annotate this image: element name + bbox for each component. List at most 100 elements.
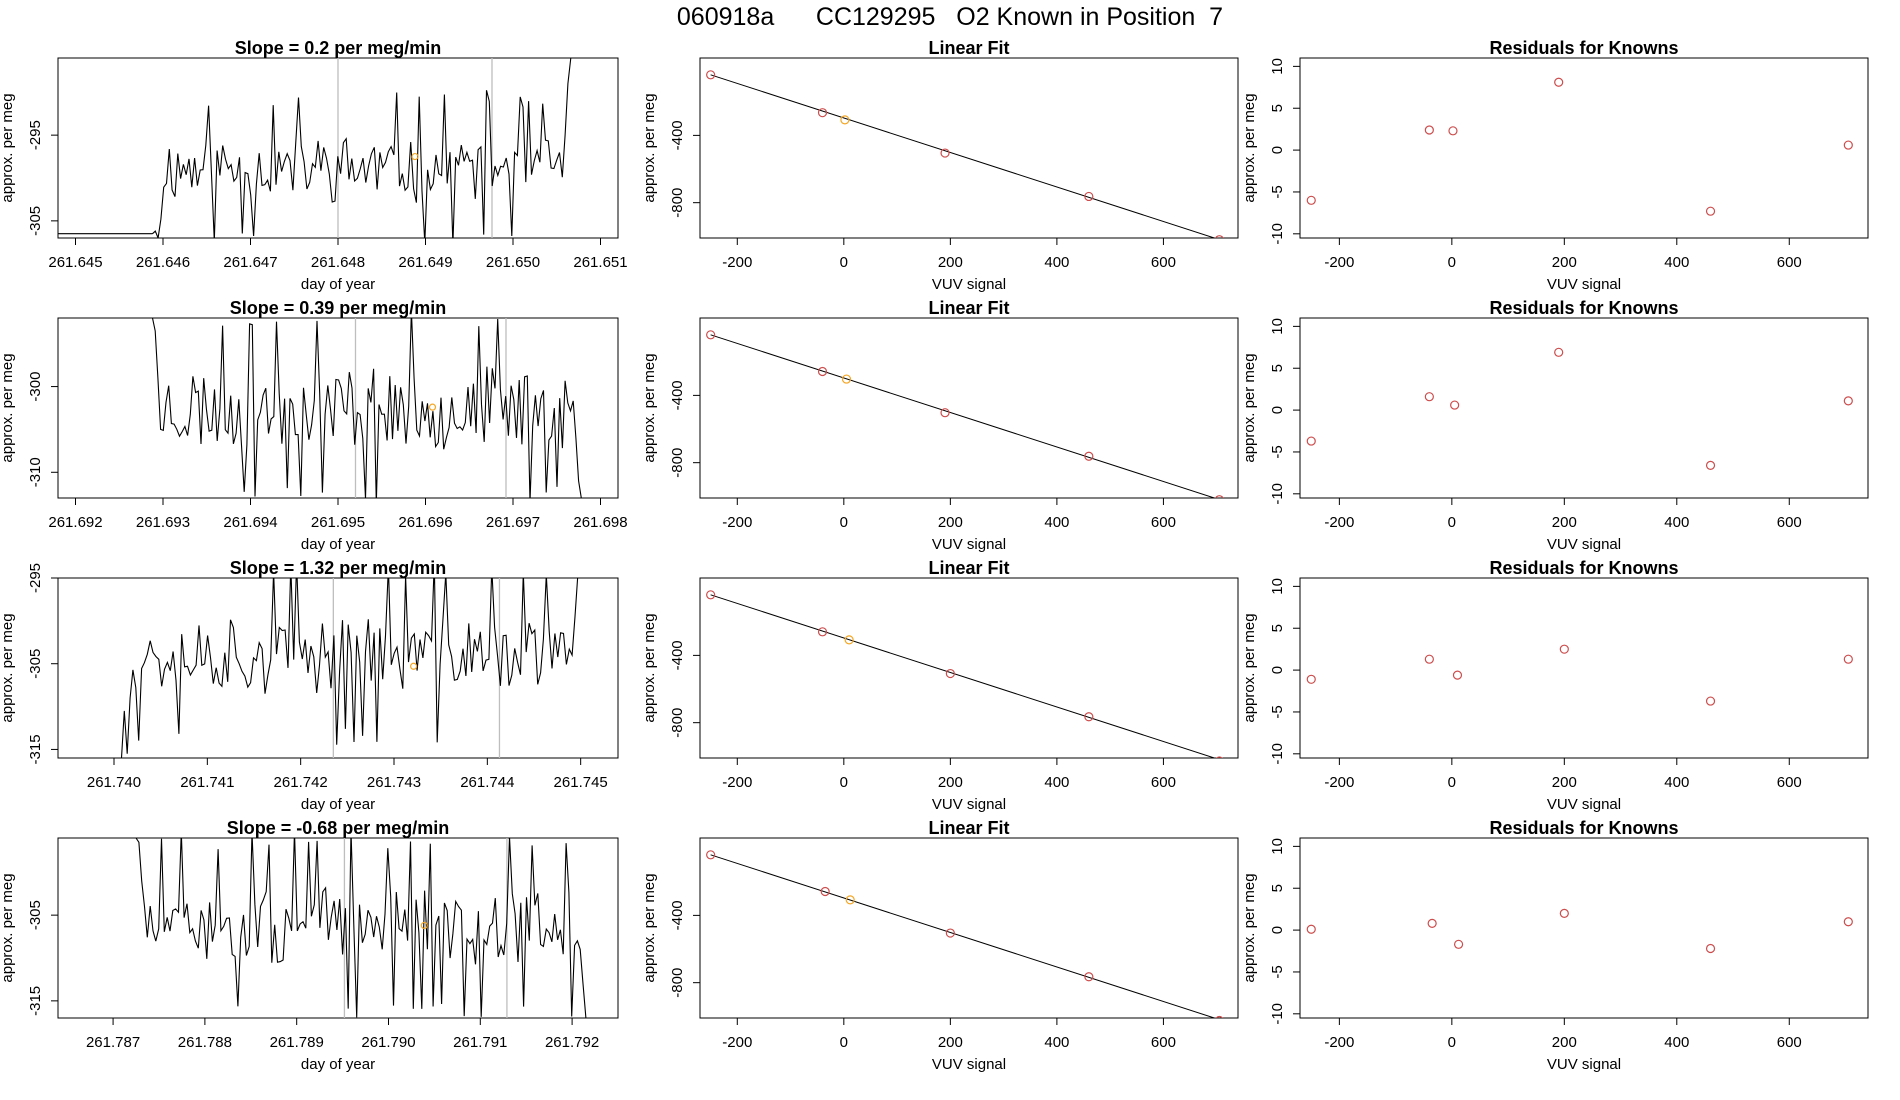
x-tick-label: 261.740 [87,774,141,791]
x-tick-label: 600 [1777,254,1802,271]
x-tick-label: 600 [1777,774,1802,791]
y-tick-label: -10 [1269,483,1286,505]
x-tick-label: 0 [840,514,848,531]
x-tick-label: -200 [1324,514,1354,531]
panel-title: Linear Fit [928,818,1009,838]
data-point [945,928,955,938]
x-tick-label: 400 [1664,254,1689,271]
x-tick-label: 0 [840,254,848,271]
data-point [706,70,716,80]
data-point [1427,918,1437,928]
data-point [1705,460,1716,470]
plot-area [1306,644,1853,706]
data-point [1843,654,1853,664]
highlight-point [841,374,852,384]
x-tick-label: 200 [938,254,963,271]
x-tick-label: 200 [1552,1034,1577,1051]
data-point [706,850,716,860]
x-axis-label: VUV signal [932,1056,1006,1073]
x-tick-label: 600 [1777,514,1802,531]
data-point [1705,696,1716,706]
panel-r2-c2: Linear Fit VUV signal approx. per meg -200 0… [641,298,1239,553]
x-tick-label: 400 [1044,1034,1069,1051]
y-tick-label: -800 [669,708,686,738]
x-axis-label: day of year [301,276,375,293]
data-point [1084,972,1094,982]
x-tick-label: 0 [1448,774,1456,791]
highlight-point [428,403,437,411]
y-axis-label: approx. per meg [1241,353,1258,462]
panel-title: Linear Fit [928,38,1009,58]
x-tick-label: 200 [1552,774,1577,791]
y-tick-label: -400 [669,380,686,410]
y-axis-label: approx. per meg [0,93,16,202]
x-tick-label: 200 [938,514,963,531]
x-tick-label: 0 [1448,1034,1456,1051]
y-axis-label: approx. per meg [641,613,658,722]
panel-title: Linear Fit [928,298,1009,318]
data-point [817,627,828,637]
y-tick-label: -315 [27,734,44,764]
data-point [940,148,950,158]
x-tick-label: 600 [1151,254,1176,271]
series-line [120,578,579,758]
y-tick-label: -310 [27,457,44,487]
figure-title: 060918a CC129295 O2 Known in Position 7 [676,3,1224,31]
x-axis-label: day of year [301,536,375,553]
fit-line [710,74,1216,238]
data-point [1215,235,1224,238]
plot-area [1306,908,1853,954]
y-tick-label: -10 [1269,743,1286,765]
x-tick-label: 261.789 [270,1034,324,1051]
panel-r1-c3: Residuals for Knowns VUV signal approx. pe… [1241,38,1869,293]
data-point [1705,206,1716,216]
x-tick-label: 261.741 [180,774,234,791]
panel-title: Residuals for Knowns [1489,558,1678,578]
panel-title: Residuals for Knowns [1489,38,1678,58]
data-point [945,668,955,679]
y-tick-label: 10 [1269,578,1286,595]
x-tick-label: 261.743 [367,774,421,791]
data-point [706,590,716,600]
x-tick-label: 0 [840,774,848,791]
data-point [1084,451,1094,461]
x-tick-label: 0 [1448,514,1456,531]
x-tick-label: 400 [1044,514,1069,531]
x-axis-label: VUV signal [932,276,1006,293]
data-point [1554,347,1564,357]
x-tick-label: 261.693 [136,514,190,531]
panel-r3-c2: Linear Fit VUV signal approx. per meg -200 0… [641,558,1239,813]
data-point [1424,125,1434,135]
x-axis-label: VUV signal [1547,1056,1621,1073]
data-point [1843,140,1853,150]
y-tick-label: -5 [1269,705,1286,718]
y-tick-label: 5 [1269,624,1286,632]
data-point [1554,77,1564,87]
plot-area [58,838,587,1018]
data-point [1450,400,1460,410]
y-axis-label: approx. per meg [641,353,658,462]
data-point [1215,495,1224,498]
y-tick-label: -400 [669,900,686,930]
plot-frame [1299,57,1869,239]
highlight-point [410,662,418,670]
plot-area [706,850,1224,1018]
data-point [1424,654,1434,664]
panel-title: Slope = 0.2 per meg/min [235,38,442,58]
fit-line [710,334,1216,498]
data-point [1448,126,1458,136]
data-point [1452,670,1463,680]
x-tick-label: 261.695 [311,514,365,531]
plot-frame [1299,317,1869,499]
panel-r3-c3: Residuals for Knowns VUV signal approx. pe… [1241,558,1869,813]
data-point [1306,436,1316,446]
y-axis-label: approx. per meg [1241,613,1258,722]
data-point [1559,908,1569,918]
y-tick-label: 5 [1269,884,1286,892]
x-tick-label: 261.647 [223,254,277,271]
y-tick-label: -295 [27,120,44,150]
x-tick-label: 261.649 [398,254,452,271]
x-tick-label: 261.696 [398,514,452,531]
panel-title: Slope = -0.68 per meg/min [227,818,450,838]
x-tick-label: 261.692 [48,514,102,531]
